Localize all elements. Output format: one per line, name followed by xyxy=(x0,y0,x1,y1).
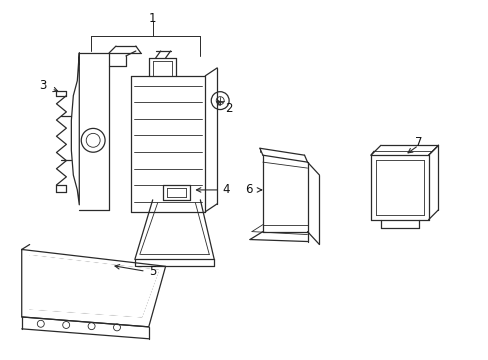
Text: 3: 3 xyxy=(40,79,47,92)
Text: 6: 6 xyxy=(244,184,252,197)
Text: 2: 2 xyxy=(224,102,232,115)
Text: 7: 7 xyxy=(414,136,422,149)
Text: 4: 4 xyxy=(222,184,229,197)
Polygon shape xyxy=(30,255,158,317)
Text: 5: 5 xyxy=(148,265,156,278)
Text: 1: 1 xyxy=(149,12,156,25)
